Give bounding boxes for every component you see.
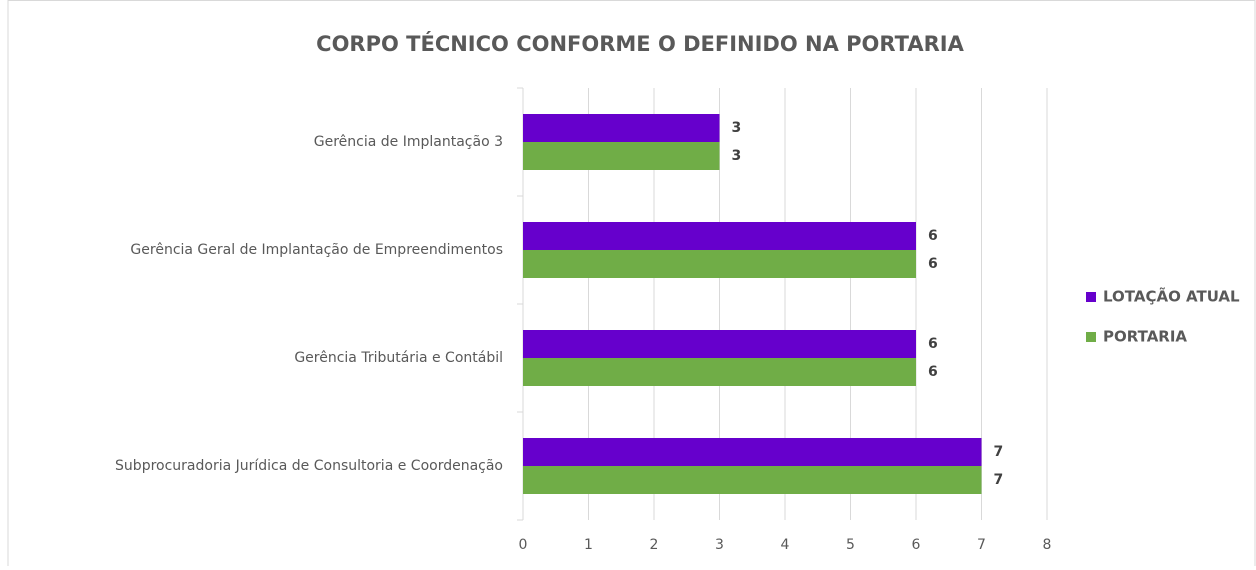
- x-tick-label: 7: [977, 537, 986, 553]
- data-label: 7: [994, 472, 1004, 488]
- bar: [523, 438, 982, 466]
- bar: [523, 250, 916, 278]
- y-tick-label: Gerência de Implantação 3: [314, 134, 503, 150]
- x-tick-label: 0: [519, 537, 528, 553]
- x-tick-label: 3: [715, 537, 724, 553]
- legend-swatch: [1086, 332, 1096, 342]
- bar: [523, 466, 982, 494]
- bar: [523, 330, 916, 358]
- x-tick-label: 6: [912, 537, 921, 553]
- legend-label: LOTAÇÃO ATUAL: [1103, 287, 1240, 306]
- data-label: 6: [928, 256, 938, 272]
- data-label: 6: [928, 364, 938, 380]
- data-label: 3: [732, 120, 742, 136]
- x-tick-label: 4: [781, 537, 790, 553]
- bar: [523, 358, 916, 386]
- chart-title: CORPO TÉCNICO CONFORME O DEFINIDO NA POR…: [316, 31, 964, 56]
- x-tick-label: 5: [846, 537, 855, 553]
- data-label: 7: [994, 444, 1004, 460]
- x-tick-label: 1: [584, 537, 593, 553]
- data-label: 3: [732, 148, 742, 164]
- x-tick-label: 8: [1043, 537, 1052, 553]
- y-tick-label: Gerência Tributária e Contábil: [294, 350, 503, 366]
- bar: [523, 114, 720, 142]
- y-tick-label: Gerência Geral de Implantação de Empreen…: [130, 242, 503, 258]
- data-label: 6: [928, 336, 938, 352]
- data-label: 6: [928, 228, 938, 244]
- y-tick-label: Subprocuradoria Jurídica de Consultoria …: [115, 458, 503, 474]
- legend-swatch: [1086, 292, 1096, 302]
- bar: [523, 142, 720, 170]
- legend-label: PORTARIA: [1103, 328, 1187, 346]
- x-tick-label: 2: [650, 537, 659, 553]
- bar: [523, 222, 916, 250]
